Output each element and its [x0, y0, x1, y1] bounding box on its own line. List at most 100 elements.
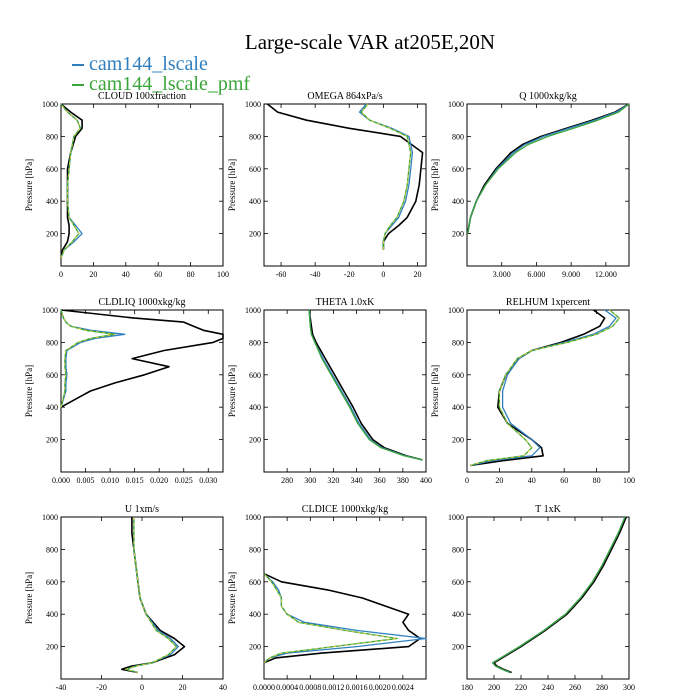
x-tick-label: 0.000	[52, 476, 70, 485]
series-line-dash-overlay	[263, 573, 398, 664]
series-line-lscale-pmf	[470, 309, 620, 467]
series-line-reference	[60, 103, 83, 259]
y-tick-label: 1000	[42, 513, 58, 522]
plot-frame	[466, 516, 630, 680]
x-tick-label: 100	[217, 270, 229, 279]
x-tick-label: 0.005	[77, 476, 95, 485]
x-tick-label: 0	[465, 476, 469, 485]
y-tick-label: 600	[46, 371, 58, 380]
y-tick-label: 600	[249, 578, 261, 587]
series-line-lscale-pmf	[466, 103, 630, 234]
y-tick-label: 1000	[448, 306, 464, 315]
y-tick-label: 1000	[42, 306, 58, 315]
y-axis-label: Pressure [hPa]	[227, 365, 237, 417]
x-tick-label: 0	[381, 270, 385, 279]
x-tick-label: 60	[560, 476, 568, 485]
series-line-dash-overlay	[124, 517, 177, 673]
series-line-lscale-pmf	[125, 517, 178, 674]
panel-5: THETA 1.0xK Pressure [hPa] 200 400 600 800 100…	[227, 297, 432, 485]
series-line-lscale	[358, 103, 414, 250]
x-tick-label: 0.0020	[369, 683, 391, 692]
y-tick-label: 800	[46, 338, 58, 347]
x-tick-label: 100	[623, 476, 635, 485]
y-tick-label: 400	[46, 197, 58, 206]
y-tick-label: 1000	[42, 100, 58, 109]
x-tick-label: 40	[528, 476, 536, 485]
y-tick-label: 200	[249, 643, 261, 652]
y-tick-label: 400	[249, 197, 261, 206]
y-tick-label: 600	[46, 578, 58, 587]
x-tick-label: 0.025	[175, 476, 193, 485]
plot-frame	[466, 309, 630, 473]
series-line-lscale	[466, 103, 630, 234]
panel-title: CLOUD 100xfraction	[98, 91, 186, 102]
x-tick-label: 280	[596, 683, 608, 692]
y-tick-label: 800	[46, 545, 58, 554]
x-tick-label: 20	[179, 683, 187, 692]
y-tick-label: 1000	[245, 100, 261, 109]
x-tick-label: 40	[219, 683, 227, 692]
panel-3: Q 1000xkg/kg Pressure [hPa] 200 400 600 800 10…	[430, 91, 630, 279]
panel-title: CLDLIQ 1000xkg/kg	[99, 297, 186, 308]
x-tick-label: 340	[351, 476, 363, 485]
x-tick-label: 300	[623, 683, 635, 692]
y-axis-label: Pressure [hPa]	[24, 572, 34, 624]
x-tick-label: -40	[310, 270, 321, 279]
y-tick-label: 800	[249, 132, 261, 141]
panel-title: T 1xK	[535, 504, 561, 515]
y-tick-label: 200	[46, 643, 58, 652]
x-tick-label: 6.000	[527, 270, 545, 279]
panel-title: THETA 1.0xK	[316, 297, 375, 308]
panel-title: U 1xm/s	[125, 504, 159, 515]
x-tick-label: 0.0016	[346, 683, 368, 692]
x-tick-label: 220	[515, 683, 527, 692]
y-tick-label: 400	[46, 610, 58, 619]
series-line-reference	[466, 103, 630, 234]
x-tick-label: 360	[374, 476, 386, 485]
plot-frame	[263, 516, 427, 680]
y-tick-label: 600	[452, 165, 464, 174]
series-line-dash-overlay	[470, 309, 620, 466]
y-tick-label: 800	[46, 132, 58, 141]
y-tick-label: 800	[452, 545, 464, 554]
y-axis-label: Pressure [hPa]	[430, 159, 440, 211]
x-tick-label: 80	[593, 476, 601, 485]
x-tick-label: 9.000	[562, 270, 580, 279]
plot-frame	[263, 309, 427, 473]
y-tick-label: 600	[452, 578, 464, 587]
plot-frame	[60, 309, 224, 473]
series-line-lscale	[263, 573, 427, 664]
y-tick-label: 400	[452, 403, 464, 412]
x-tick-label: 200	[488, 683, 500, 692]
y-tick-label: 600	[452, 371, 464, 380]
x-tick-label: 300	[304, 476, 316, 485]
panel-8: CLDICE 1000xkg/kg Pressure [hPa] 200 400 600…	[227, 504, 427, 692]
series-line-reference	[60, 309, 224, 408]
y-tick-label: 600	[46, 165, 58, 174]
panel-9: T 1xK 200 400 600 800 1000 180 200 220 240 260 280 3…	[448, 504, 635, 692]
y-tick-label: 200	[249, 230, 261, 239]
series-line-reference	[266, 103, 424, 250]
plot-frame	[60, 103, 224, 267]
plot-frame	[60, 516, 224, 680]
series-line-lscale	[60, 309, 126, 408]
series-line-dash-overlay	[60, 309, 116, 408]
series-line-lscale	[470, 309, 617, 467]
legend-label-2: cam144_lscale_pmf	[89, 73, 250, 95]
x-tick-label: 0.030	[199, 476, 217, 485]
y-axis-label: Pressure [hPa]	[227, 159, 237, 211]
series-line-reference	[493, 516, 628, 674]
x-tick-label: -20	[344, 270, 355, 279]
x-tick-label: -40	[56, 683, 67, 692]
panel-title: Q 1000xkg/kg	[519, 91, 577, 102]
x-tick-label: 0.020	[150, 476, 168, 485]
panel-4: CLDLIQ 1000xkg/kg Pressure [hPa] 200 400 600…	[24, 297, 224, 485]
plot-frame	[263, 103, 427, 267]
series-line-reference	[263, 572, 422, 664]
x-tick-label: 60	[154, 270, 162, 279]
y-tick-label: 200	[249, 436, 261, 445]
x-tick-label: 20	[89, 270, 97, 279]
y-tick-label: 400	[249, 610, 261, 619]
